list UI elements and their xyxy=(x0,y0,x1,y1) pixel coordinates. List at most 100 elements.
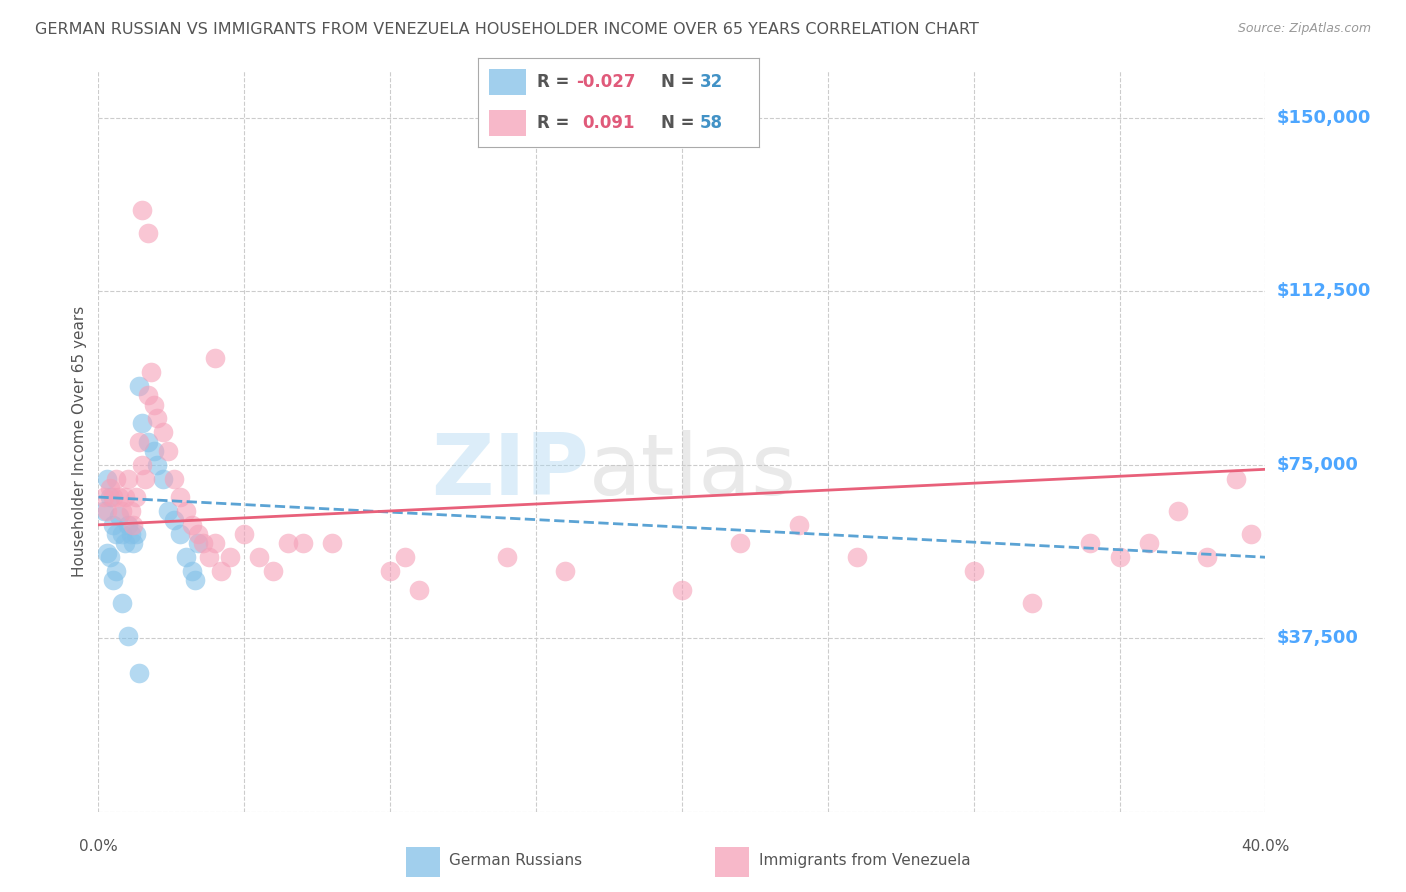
Point xyxy=(174,550,197,565)
Point xyxy=(120,527,142,541)
Point xyxy=(728,536,751,550)
Point xyxy=(198,550,221,565)
Point xyxy=(495,550,517,565)
Point xyxy=(136,227,159,241)
Point xyxy=(152,425,174,440)
Bar xyxy=(716,847,749,877)
Point xyxy=(142,443,165,458)
Point xyxy=(122,517,145,532)
Point xyxy=(117,517,139,532)
Point xyxy=(131,416,153,430)
Point xyxy=(157,504,180,518)
Text: GERMAN RUSSIAN VS IMMIGRANTS FROM VENEZUELA HOUSEHOLDER INCOME OVER 65 YEARS COR: GERMAN RUSSIAN VS IMMIGRANTS FROM VENEZU… xyxy=(35,22,979,37)
Point xyxy=(146,458,169,472)
Text: ZIP: ZIP xyxy=(430,430,589,513)
Point xyxy=(125,490,148,504)
Point xyxy=(98,481,121,495)
Point xyxy=(136,434,159,449)
Point xyxy=(163,471,186,485)
Point xyxy=(134,471,156,485)
Point xyxy=(1021,597,1043,611)
Point xyxy=(1080,536,1102,550)
Text: N =: N = xyxy=(661,73,700,91)
Point xyxy=(209,564,232,578)
Point xyxy=(187,527,209,541)
Point xyxy=(1240,527,1263,541)
Text: R =: R = xyxy=(537,114,581,132)
Point xyxy=(262,564,284,578)
Point xyxy=(1195,550,1218,565)
Point xyxy=(114,490,136,504)
Point xyxy=(131,203,153,218)
Point xyxy=(962,564,984,578)
Text: German Russians: German Russians xyxy=(450,854,582,868)
Point xyxy=(204,351,226,366)
Point xyxy=(131,458,153,472)
Point xyxy=(111,527,134,541)
Point xyxy=(408,582,430,597)
Point xyxy=(136,388,159,402)
Point xyxy=(193,536,215,550)
Point xyxy=(321,536,343,550)
Point xyxy=(98,490,121,504)
Point xyxy=(247,550,270,565)
Point xyxy=(233,527,256,541)
Point xyxy=(671,582,693,597)
Point xyxy=(96,545,118,560)
Text: N =: N = xyxy=(661,114,700,132)
Point xyxy=(114,536,136,550)
Text: 0.0%: 0.0% xyxy=(79,839,118,855)
Text: 58: 58 xyxy=(700,114,723,132)
Point xyxy=(1137,536,1160,550)
Point xyxy=(277,536,299,550)
Point xyxy=(218,550,240,565)
Point xyxy=(117,471,139,485)
Text: $112,500: $112,500 xyxy=(1277,282,1371,300)
Point xyxy=(180,564,202,578)
Text: 40.0%: 40.0% xyxy=(1241,839,1289,855)
Point xyxy=(169,490,191,504)
Text: $75,000: $75,000 xyxy=(1277,456,1358,474)
Point xyxy=(125,527,148,541)
Point xyxy=(152,471,174,485)
Bar xyxy=(489,69,526,95)
Bar xyxy=(489,110,526,136)
Point xyxy=(183,574,205,588)
Point xyxy=(128,434,150,449)
Point xyxy=(101,574,124,588)
Point xyxy=(204,536,226,550)
Text: $150,000: $150,000 xyxy=(1277,109,1371,127)
Point xyxy=(1225,471,1247,485)
Text: -0.027: -0.027 xyxy=(576,73,636,91)
Point xyxy=(93,490,115,504)
Point xyxy=(142,397,165,411)
Bar xyxy=(406,847,440,877)
Point xyxy=(174,504,197,518)
Point xyxy=(122,536,145,550)
Point xyxy=(787,517,810,532)
Point xyxy=(108,490,131,504)
Point xyxy=(394,550,416,565)
Point xyxy=(291,536,314,550)
Point xyxy=(104,471,127,485)
Point xyxy=(163,513,186,527)
Point xyxy=(128,665,150,680)
Point xyxy=(157,443,180,458)
Text: 32: 32 xyxy=(700,73,724,91)
Point xyxy=(169,527,191,541)
Point xyxy=(120,504,142,518)
Text: $37,500: $37,500 xyxy=(1277,629,1358,648)
Point xyxy=(1108,550,1130,565)
Point xyxy=(1167,504,1189,518)
Text: Source: ZipAtlas.com: Source: ZipAtlas.com xyxy=(1237,22,1371,36)
Text: 0.091: 0.091 xyxy=(582,114,634,132)
Point xyxy=(378,564,402,578)
Point xyxy=(128,379,150,393)
Point xyxy=(187,536,209,550)
Point xyxy=(108,508,131,523)
Text: R =: R = xyxy=(537,73,575,91)
Point xyxy=(104,527,127,541)
Point xyxy=(146,411,169,425)
Point xyxy=(180,517,202,532)
Point xyxy=(845,550,868,565)
